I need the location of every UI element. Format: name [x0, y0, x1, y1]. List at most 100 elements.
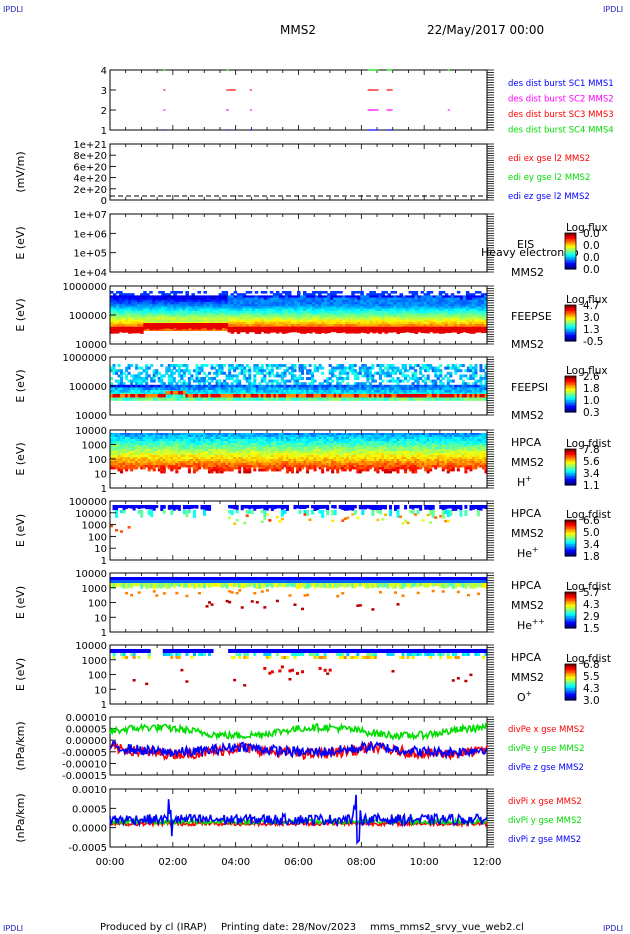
hpca-h-pixel — [115, 455, 119, 458]
feepsi-pixel — [308, 364, 312, 367]
hpca-h-pixel — [142, 435, 146, 438]
feepse-colorbar-cell — [565, 335, 576, 338]
feepsi-pixel — [160, 384, 164, 388]
feepsi-pixel — [388, 379, 392, 383]
feepse-pixel — [375, 302, 379, 305]
hpca-h-pixel — [122, 435, 126, 438]
feepsi-pixel — [449, 397, 453, 401]
hpca-h-pixel — [170, 435, 174, 438]
feepse-pixel — [426, 299, 431, 303]
feepse-pixel — [254, 324, 259, 327]
hpca-h-pixel — [112, 467, 116, 470]
feepse-pixel — [221, 302, 226, 305]
feepsi-pixel — [383, 387, 387, 391]
feepse-pixel — [137, 304, 141, 307]
feepse-pixel — [173, 328, 177, 331]
feepse-pixel — [284, 317, 289, 320]
feepse-pixel — [251, 299, 256, 303]
hpca-h-pixel — [137, 451, 141, 454]
feepsi-pixel — [444, 374, 448, 378]
feepse-pixel — [278, 310, 283, 314]
hpca-h-pixel — [165, 443, 169, 446]
feepse-pixel — [158, 304, 162, 307]
feepsi-pixel — [356, 397, 360, 401]
hpca-h-pixel — [130, 457, 134, 460]
hpca-h-pixel — [157, 447, 161, 450]
feepsi-pixel — [238, 397, 242, 401]
feepse-pixel — [263, 319, 268, 323]
feepse-pixel — [357, 295, 361, 298]
feepse-pixel — [324, 310, 328, 314]
feepse-pixel — [300, 327, 304, 334]
feepsi-pixel — [250, 397, 254, 401]
feepsi-pixel — [346, 397, 350, 401]
feepsi-pixel — [331, 387, 335, 391]
feepse-pixel — [194, 308, 198, 312]
feepse-pixel — [423, 293, 428, 296]
feepsi-pixel — [145, 369, 149, 373]
feepse-pixel — [465, 321, 470, 325]
feepse-pixel — [414, 317, 419, 320]
feepse-pixel — [152, 308, 156, 312]
feepse-pixel — [206, 310, 211, 314]
feepse-pixel — [275, 313, 280, 316]
feepsi-pixel — [170, 369, 174, 373]
hpca-h-pixel — [152, 443, 156, 446]
feepsi-pixel — [424, 379, 428, 383]
feepse-pixel — [113, 317, 117, 320]
feepsi-pixel — [260, 364, 264, 367]
feepse-pixel — [290, 308, 295, 312]
feepsi-pixel — [253, 387, 257, 391]
feepsi-pixel — [150, 390, 154, 393]
feepse-pixel — [284, 313, 289, 316]
feepsi-pixel — [328, 369, 332, 373]
hpca-h-pixel — [135, 443, 139, 446]
hpca-h-pixel — [157, 461, 161, 464]
feepsi-pixel — [406, 387, 410, 391]
feepse-pixel — [296, 317, 301, 320]
feepsi-pixel — [479, 374, 483, 378]
feepsi-pixel — [376, 371, 380, 375]
feepse-pixel — [254, 319, 259, 323]
hpca-h-pixel — [170, 467, 174, 470]
feepsi-pixel — [426, 374, 430, 378]
feepsi-pixel — [436, 377, 440, 380]
feepse-pixel — [281, 304, 286, 307]
feepse-pixel — [212, 313, 217, 316]
feepsi-pixel — [205, 364, 209, 367]
feepse-pixel — [441, 321, 446, 325]
feepse-pixel — [342, 295, 346, 298]
feepse-pixel — [444, 295, 449, 298]
feepsi-pixel — [378, 397, 382, 401]
feepsi-pixel — [145, 384, 149, 388]
feepse-pixel — [333, 327, 337, 333]
feepse-pixel — [342, 327, 346, 333]
feepsi-pixel — [245, 377, 249, 380]
feepse-pixel — [167, 313, 171, 316]
feepse-colorbar-cell — [565, 336, 576, 339]
feepse-pixel — [381, 310, 385, 314]
feepsi-pixel — [303, 382, 307, 386]
feepse-pixel — [312, 304, 316, 307]
feepse-pixel — [387, 310, 391, 314]
hpca-h-pixel — [155, 461, 159, 464]
feepse-pixel — [113, 310, 117, 314]
feepsi-pixel — [308, 394, 312, 398]
feepse-pixel — [366, 315, 370, 318]
hpca-h-pixel — [135, 455, 139, 458]
feepsi-pixel — [285, 384, 289, 388]
feepsi-pixel — [215, 390, 219, 393]
feepsi-pixel — [162, 397, 166, 401]
eis-colorbar-tick: 0.0 — [583, 240, 600, 252]
feepse-pixel — [122, 310, 126, 314]
feepsi-pixel — [235, 384, 239, 388]
feepse-pixel — [339, 313, 343, 316]
feepsi-pixel — [293, 377, 297, 380]
feepse-pixel — [266, 321, 271, 325]
feepse-pixel — [218, 323, 223, 330]
feepsi-pixel — [306, 369, 310, 373]
feepsi-pixel — [399, 387, 403, 391]
feepsi-pixel — [301, 397, 305, 401]
hpca-h-pixel — [165, 459, 169, 462]
feepsi-pixel — [167, 382, 171, 386]
